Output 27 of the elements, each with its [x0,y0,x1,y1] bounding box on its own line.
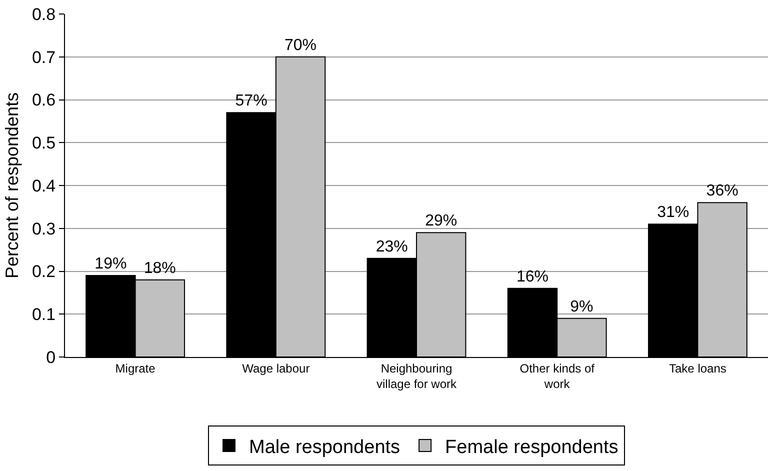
y-axis-title: Percent of respondents [2,92,22,279]
y-tick-label: 0.1 [32,305,56,324]
data-label: 57% [235,92,268,110]
x-tick-label: Other kinds of work [520,361,596,391]
y-tick-label: 0.8 [32,4,56,24]
data-label: 29% [425,212,458,230]
y-tick-label: 0 [46,348,56,367]
data-label: 18% [144,260,176,277]
legend-label: Female respondents [445,436,618,458]
y-tick-label: 0.5 [32,134,56,153]
x-tick-label: Take loans [669,361,726,376]
data-label: 9% [570,298,594,316]
data-label: 23% [376,238,408,256]
y-tick-label: 0.2 [32,262,56,282]
data-label: 16% [516,268,549,286]
data-label: 31% [657,204,690,222]
y-tick-label: 0.4 [32,176,56,196]
y-tick-label: 0.7 [32,48,56,67]
x-tick-label: Neighbouring village for work [376,361,458,391]
legend-label: Male respondents [249,436,400,458]
data-label: 19% [94,256,127,273]
data-label: 70% [284,36,317,54]
x-tick-label: Migrate [115,361,156,376]
y-tick-label: 0.3 [32,219,56,238]
x-tick-label: Wage labour [242,361,310,376]
data-label: 36% [706,182,738,200]
y-tick-label: 0.6 [32,90,56,110]
